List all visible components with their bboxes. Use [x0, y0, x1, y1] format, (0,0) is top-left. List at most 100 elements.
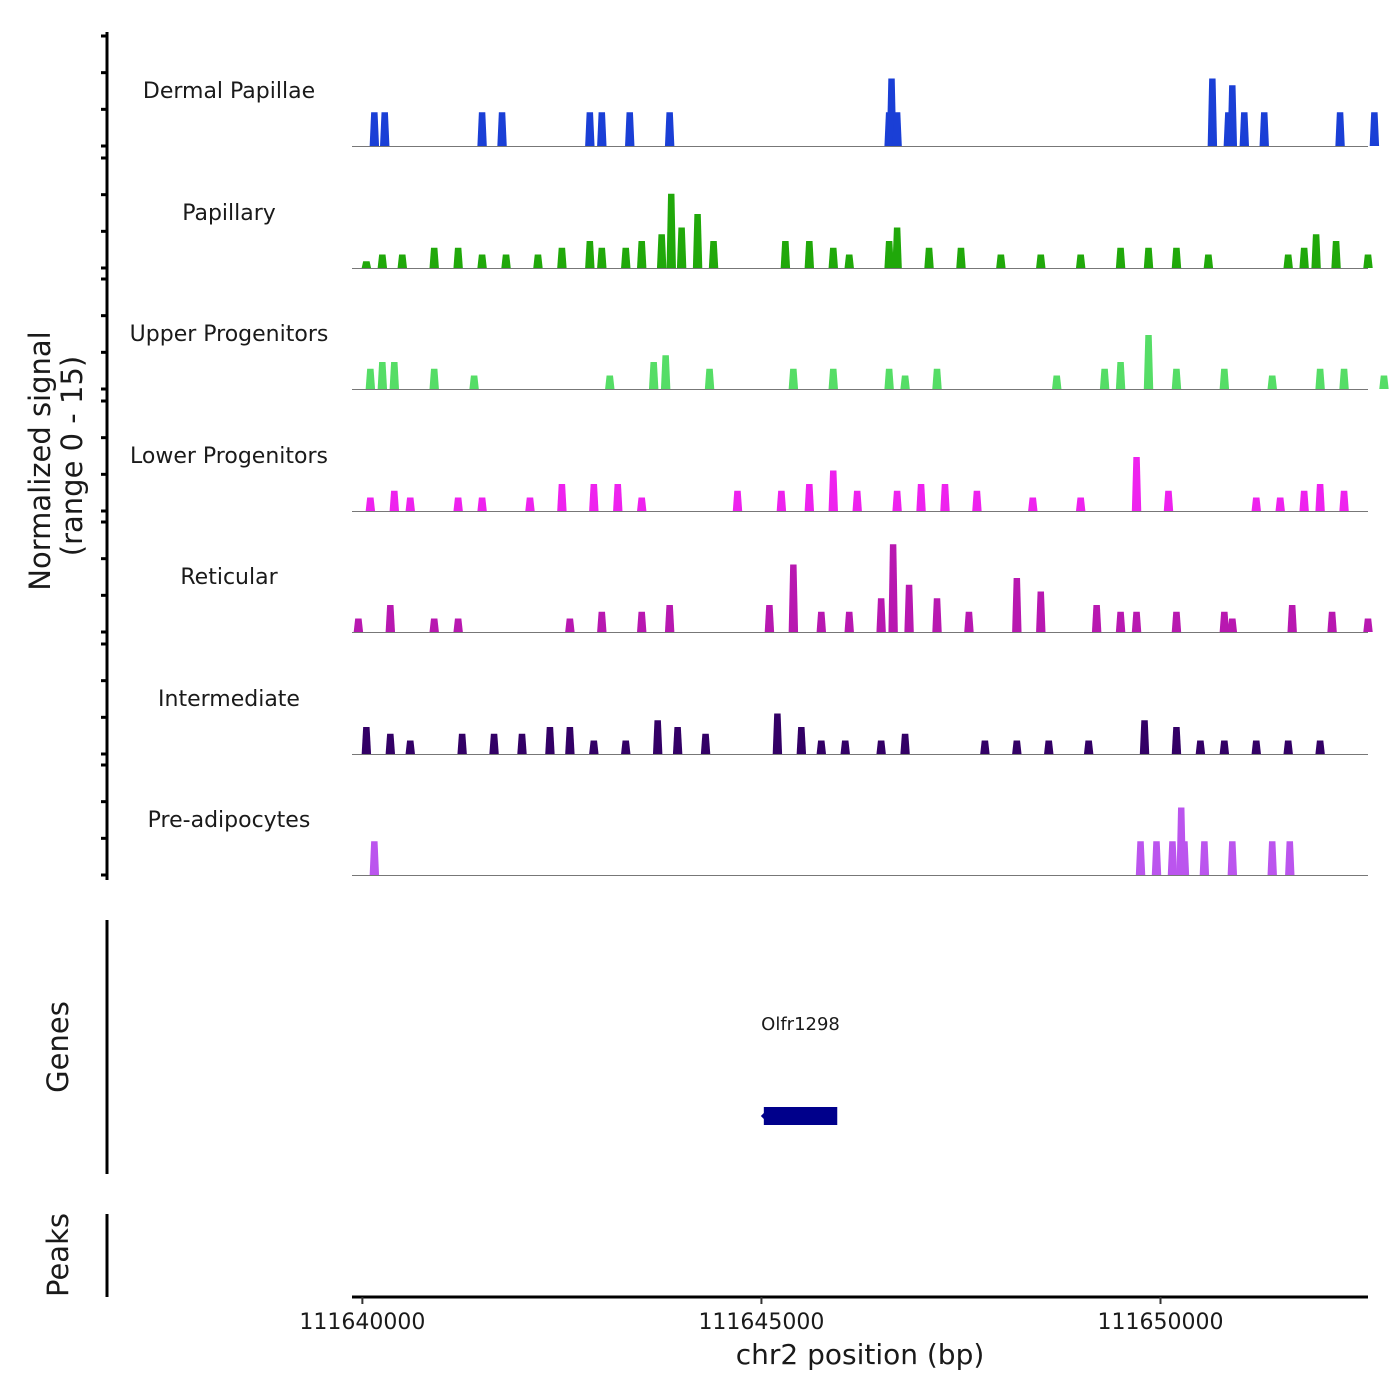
signal-peak	[764, 605, 775, 632]
signal-peak	[353, 618, 364, 632]
signal-peak	[585, 112, 595, 146]
signal-peak	[700, 733, 711, 754]
signal-peak	[892, 490, 902, 511]
signal-peak	[804, 484, 815, 511]
signal-peak	[637, 241, 647, 268]
signal-peak	[1143, 247, 1154, 268]
signal-peak	[1028, 497, 1038, 511]
signal-peak	[361, 261, 372, 268]
signal-peak	[385, 605, 396, 632]
signal-peak	[1091, 605, 1102, 632]
signal-peak	[1195, 740, 1206, 754]
signal-peak	[884, 241, 894, 268]
signal-peak	[557, 484, 567, 511]
signal-peak	[884, 368, 894, 389]
gene-strand-arrow-icon	[760, 1110, 767, 1122]
signal-peak	[453, 618, 463, 632]
signal-peak	[557, 247, 567, 268]
signal-peak	[828, 368, 838, 389]
coverage-tracks: Dermal Papillae Papillary Upper Progenitor…	[130, 78, 1389, 876]
gene-name-label: Olfr1298	[761, 1014, 840, 1035]
signal-peak	[477, 112, 487, 146]
signal-peak	[900, 375, 910, 389]
signal-peak	[1369, 112, 1380, 146]
signal-peak	[692, 214, 703, 268]
signal-peak	[1167, 841, 1178, 875]
signal-peak	[389, 362, 400, 389]
signal-peak	[1227, 85, 1238, 146]
signal-peak	[397, 254, 407, 268]
track-label-upper-progenitors: Upper Progenitors	[130, 322, 329, 347]
signal-peak	[932, 598, 942, 632]
signal-peak	[708, 241, 719, 268]
signal-peak	[1239, 112, 1249, 146]
signal-peak	[1012, 740, 1022, 754]
signal-peak	[1036, 254, 1046, 268]
track-upper-progenitors: Upper Progenitors	[130, 322, 1389, 390]
signal-peak	[1171, 368, 1182, 389]
signal-peak	[772, 713, 783, 754]
signal-peak	[1331, 241, 1341, 268]
signal-peak	[501, 254, 511, 268]
signal-peak	[585, 241, 595, 268]
signal-peak	[1283, 740, 1293, 754]
signal-peak	[780, 241, 791, 268]
signal-peak	[637, 611, 647, 632]
signal-peak	[1012, 578, 1022, 632]
signal-peak	[1115, 247, 1126, 268]
signal-peak	[940, 484, 950, 511]
signal-peak	[489, 733, 499, 754]
signal-peak	[652, 720, 663, 754]
x-axis: 111640000 111645000 111650000	[299, 1295, 1368, 1335]
signal-peak	[365, 368, 376, 389]
signal-peak	[597, 247, 607, 268]
signal-peak	[1151, 841, 1162, 875]
signal-peak	[1171, 727, 1182, 754]
y-axis-title-line2: (range 0 - 15)	[55, 356, 89, 556]
signal-peak	[1285, 841, 1295, 875]
signal-peak	[648, 362, 659, 389]
signal-peak	[704, 368, 715, 389]
signal-peak	[1203, 254, 1214, 268]
signal-peak	[1135, 841, 1146, 875]
track-intermediate: Intermediate	[158, 687, 1368, 755]
signal-peak	[1299, 490, 1309, 511]
signal-peak	[1199, 841, 1210, 875]
signal-peak	[788, 368, 799, 389]
track-reticular: Reticular	[180, 544, 1373, 633]
signal-peak	[1251, 740, 1261, 754]
signal-peak	[380, 112, 390, 146]
signal-peak	[533, 254, 543, 268]
signal-peak	[597, 611, 607, 632]
signal-peak	[477, 254, 487, 268]
signal-peak	[888, 544, 898, 632]
signal-peak	[956, 247, 966, 268]
signal-peak	[613, 484, 623, 511]
signal-peak	[1099, 368, 1110, 389]
signal-peak	[1299, 247, 1309, 268]
signal-peak	[972, 490, 982, 511]
track-dermal-papillae: Dermal Papillae	[143, 78, 1380, 147]
signal-peak	[1115, 362, 1126, 389]
signal-peak	[876, 740, 886, 754]
track-label-reticular: Reticular	[180, 565, 278, 590]
signal-y-axis	[101, 32, 109, 880]
signal-peak	[816, 611, 826, 632]
signal-peak	[656, 234, 667, 268]
signal-peak	[1131, 457, 1142, 511]
signal-peak	[1267, 375, 1277, 389]
signal-peak	[1219, 368, 1230, 389]
signal-peak	[1339, 490, 1349, 511]
signal-peak	[369, 112, 380, 146]
signal-peak	[365, 497, 376, 511]
signal-peak	[1251, 497, 1261, 511]
signal-peak	[517, 733, 527, 754]
signal-peak	[1259, 112, 1269, 146]
signal-peak	[1327, 611, 1337, 632]
track-label-papillary: Papillary	[182, 201, 276, 226]
signal-peak	[405, 740, 415, 754]
signal-peak	[1219, 611, 1230, 632]
signal-peak	[1315, 740, 1325, 754]
x-axis-title: chr2 position (bp)	[736, 1338, 985, 1371]
